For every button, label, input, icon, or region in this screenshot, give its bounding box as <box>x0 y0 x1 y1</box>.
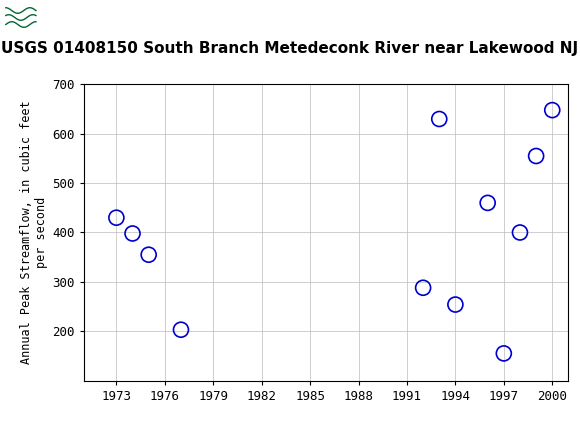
Point <box>483 200 492 206</box>
Point <box>434 116 444 123</box>
Text: USGS 01408150 South Branch Metedeconk River near Lakewood NJ: USGS 01408150 South Branch Metedeconk Ri… <box>1 41 579 56</box>
Point <box>451 301 460 308</box>
Y-axis label: Annual Peak Streamflow, in cubic feet
per second: Annual Peak Streamflow, in cubic feet pe… <box>20 101 48 364</box>
FancyBboxPatch shape <box>5 3 68 32</box>
Point <box>531 153 541 160</box>
Point <box>128 230 137 237</box>
Point <box>499 350 509 357</box>
Text: USGS: USGS <box>44 8 103 27</box>
Point <box>176 326 186 333</box>
Point <box>112 214 121 221</box>
Point <box>548 107 557 114</box>
Point <box>144 251 153 258</box>
Point <box>515 229 524 236</box>
Point <box>418 284 427 291</box>
